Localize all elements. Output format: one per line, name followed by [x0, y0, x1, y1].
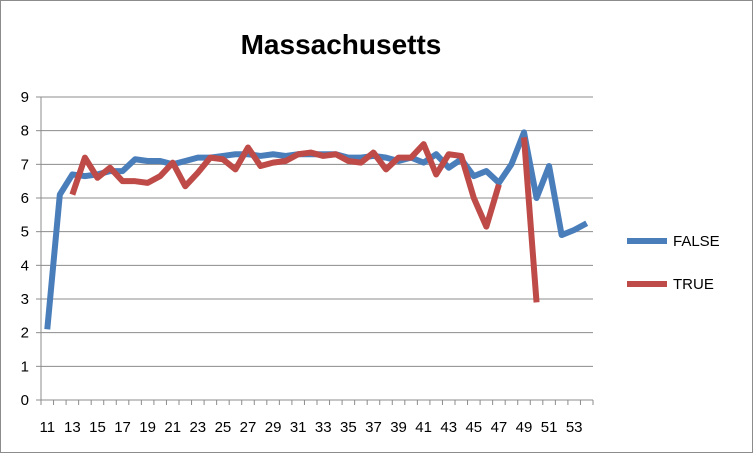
- x-tick-label: 11: [39, 419, 55, 436]
- y-tick-label: 4: [21, 257, 29, 274]
- x-tick-label: 17: [114, 419, 131, 436]
- x-tick-label: 51: [541, 419, 558, 436]
- x-tick-label: 43: [440, 419, 457, 436]
- y-tick-label: 7: [21, 156, 29, 173]
- x-tick-label: 33: [315, 419, 332, 436]
- x-tick-label: 47: [491, 419, 508, 436]
- y-tick-label: 2: [21, 325, 29, 342]
- x-tick-label: 49: [516, 419, 533, 436]
- x-tick-label: 23: [189, 419, 206, 436]
- y-tick-label: 8: [21, 123, 29, 140]
- x-tick-label: 21: [164, 419, 181, 436]
- x-tick-label: 13: [64, 419, 81, 436]
- series-line-true: [69, 137, 540, 303]
- axes: [40, 97, 593, 401]
- y-tick-label: 6: [21, 190, 29, 207]
- y-tick-label: 0: [21, 392, 29, 409]
- x-tick-label: 15: [89, 419, 106, 436]
- y-tick-label: 1: [21, 358, 29, 375]
- y-axis-ticks: 0 1 2 3 4 5 6 7 8 9: [21, 89, 41, 409]
- y-tick-label: 3: [21, 291, 29, 308]
- y-tick-label: 5: [21, 224, 29, 241]
- x-tick-label: 41: [415, 419, 432, 436]
- x-tick-label: 25: [215, 419, 232, 436]
- legend: FALSE TRUE: [627, 233, 720, 293]
- x-tick-label: 53: [566, 419, 583, 436]
- x-axis-ticks: 11 13 15 17 19 21 23 25 27 29 31 33 35 37 39 41 43 45 47 49…: [39, 400, 594, 436]
- x-tick-label: 27: [240, 419, 257, 436]
- x-tick-label: 29: [265, 419, 282, 436]
- y-tick-label: 9: [21, 89, 29, 106]
- x-tick-label: 45: [465, 419, 482, 436]
- legend-label-false: FALSE: [673, 233, 720, 250]
- x-tick-label: 19: [139, 419, 156, 436]
- chart-title: Massachusetts: [240, 29, 442, 60]
- x-tick-label: 39: [390, 419, 407, 436]
- gridlines: [41, 96, 593, 367]
- x-tick-label: 35: [340, 419, 357, 436]
- x-tick-label: 37: [365, 419, 382, 436]
- x-tick-label: 31: [290, 419, 307, 436]
- legend-label-true: TRUE: [673, 276, 714, 293]
- series-lines: [44, 129, 589, 330]
- series-line-false: [44, 129, 589, 330]
